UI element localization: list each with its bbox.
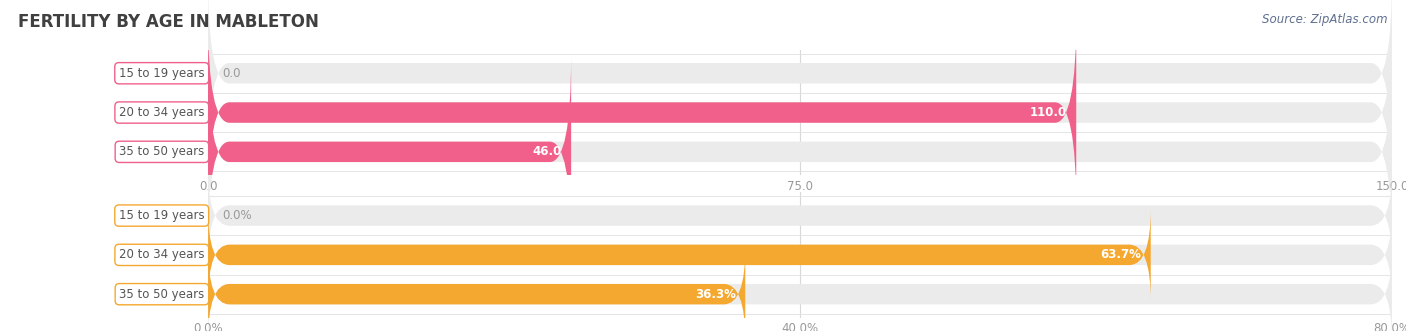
- FancyBboxPatch shape: [208, 248, 1392, 331]
- Text: 110.0: 110.0: [1029, 106, 1067, 119]
- Text: 15 to 19 years: 15 to 19 years: [120, 67, 204, 80]
- Text: 36.3%: 36.3%: [695, 288, 735, 301]
- Text: 0.0: 0.0: [222, 67, 240, 80]
- FancyBboxPatch shape: [208, 209, 1150, 301]
- FancyBboxPatch shape: [208, 56, 571, 248]
- Text: 63.7%: 63.7%: [1101, 248, 1142, 261]
- Text: Source: ZipAtlas.com: Source: ZipAtlas.com: [1263, 13, 1388, 26]
- FancyBboxPatch shape: [208, 169, 1392, 262]
- FancyBboxPatch shape: [208, 17, 1076, 209]
- Text: 20 to 34 years: 20 to 34 years: [120, 106, 204, 119]
- FancyBboxPatch shape: [208, 248, 745, 331]
- Text: 46.0: 46.0: [533, 145, 561, 158]
- Text: 0.0%: 0.0%: [222, 209, 252, 222]
- FancyBboxPatch shape: [208, 56, 1392, 248]
- Text: 20 to 34 years: 20 to 34 years: [120, 248, 204, 261]
- FancyBboxPatch shape: [208, 209, 1392, 301]
- Text: 35 to 50 years: 35 to 50 years: [120, 288, 204, 301]
- Text: FERTILITY BY AGE IN MABLETON: FERTILITY BY AGE IN MABLETON: [18, 13, 319, 31]
- Text: 35 to 50 years: 35 to 50 years: [120, 145, 204, 158]
- Text: 15 to 19 years: 15 to 19 years: [120, 209, 204, 222]
- FancyBboxPatch shape: [208, 17, 1392, 209]
- FancyBboxPatch shape: [208, 0, 1392, 169]
